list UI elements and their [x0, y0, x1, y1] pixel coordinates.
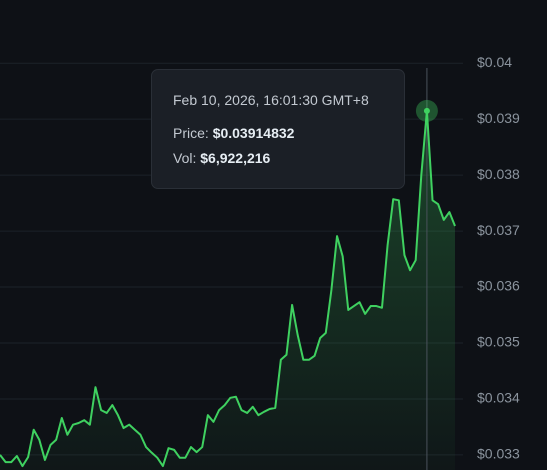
y-tick-label: $0.033 — [477, 446, 520, 462]
vol-value: $6,922,216 — [200, 150, 271, 166]
y-tick-label: $0.035 — [477, 334, 520, 350]
y-tick-label: $0.036 — [477, 278, 520, 294]
vol-label: Vol: — [173, 150, 197, 166]
y-tick-label: $0.038 — [477, 166, 520, 182]
tooltip-price: Price: $0.03914832 — [173, 125, 294, 141]
area-fill — [0, 110, 455, 470]
price-line — [0, 109, 456, 468]
tooltip: Feb 10, 2026, 16:01:30 GMT+8 Price: $0.0… — [151, 69, 405, 189]
hover-point — [423, 107, 430, 114]
price-value: $0.03914832 — [212, 125, 295, 141]
y-tick-label: $0.039 — [477, 110, 520, 126]
y-tick-label: $0.04 — [477, 54, 512, 70]
tooltip-volume: Vol: $6,922,216 — [173, 150, 270, 166]
price-label: Price: — [173, 125, 209, 141]
tooltip-time: Feb 10, 2026, 16:01:30 GMT+8 — [173, 92, 369, 108]
y-tick-label: $0.034 — [477, 390, 520, 406]
y-tick-label: $0.037 — [477, 222, 520, 238]
